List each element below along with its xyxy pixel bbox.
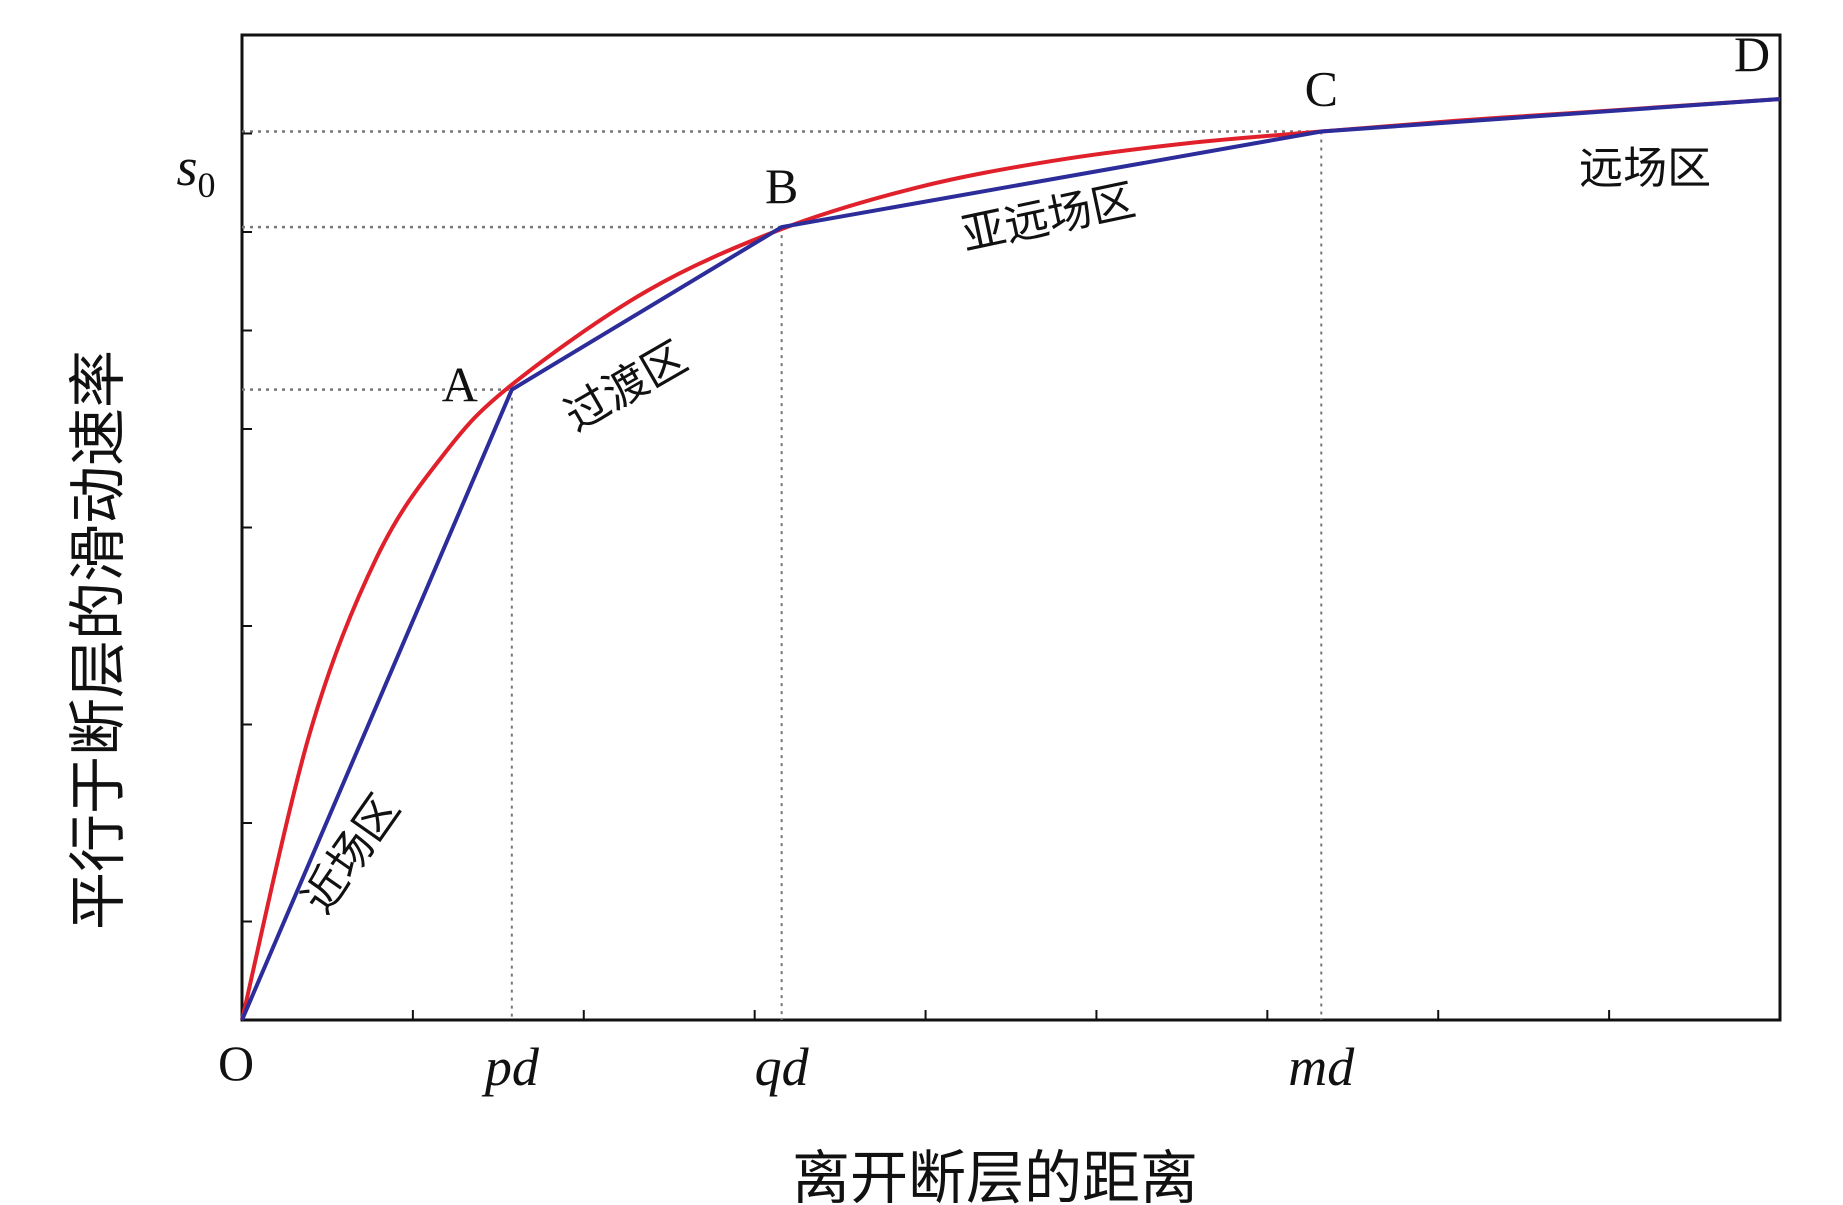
y-marker-base: s: [176, 137, 197, 197]
y-marker-sub: 0: [198, 165, 216, 205]
zone-label-0: 近场区: [293, 785, 410, 922]
plot-frame: [240, 33, 1782, 1022]
point-label-D: D: [1734, 26, 1770, 82]
origin-label: O: [218, 1035, 254, 1091]
x-axis-title: 离开断层的距离: [792, 1144, 1198, 1205]
series-group: [240, 97, 1781, 1021]
y-axis-title: 平行于断层的滑动速率: [64, 350, 132, 930]
x-tick-label-pd: pd: [481, 1037, 540, 1097]
x-tick-label-md: md: [1288, 1037, 1355, 1097]
guide-lines: [242, 130, 1323, 1020]
x-tick-label-qd: qd: [755, 1037, 810, 1097]
zone-label-3: 远场区: [1579, 143, 1711, 194]
y-marker-label: s0: [176, 137, 215, 205]
point-label-B: B: [765, 158, 798, 214]
point-label-C: C: [1305, 61, 1338, 117]
zone-label-2: 亚远场区: [957, 175, 1140, 261]
point-label-A: A: [442, 357, 478, 413]
axis-ticks: [242, 132, 1611, 1020]
series-line-1: [240, 97, 1781, 1021]
